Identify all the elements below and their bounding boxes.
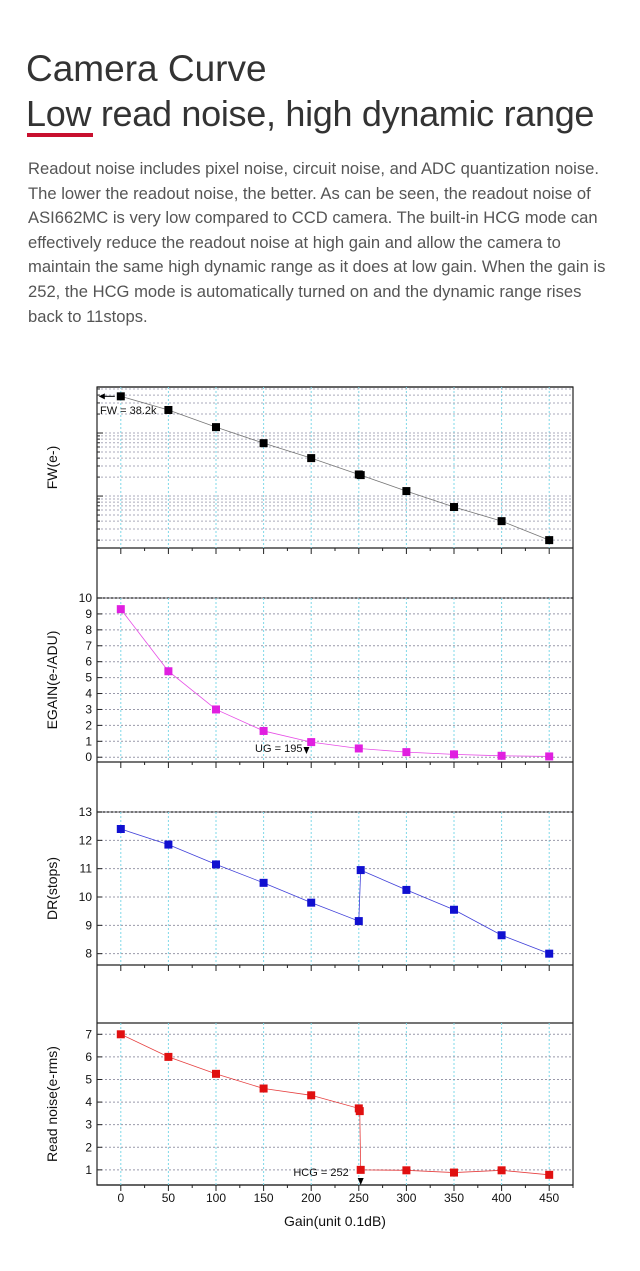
dr-data-point xyxy=(212,860,220,869)
egain-data-point xyxy=(450,750,458,759)
read-noise-ytick-label: 6 xyxy=(85,1050,92,1064)
egain-data-point xyxy=(402,748,411,757)
read-noise-data-point xyxy=(116,1030,125,1039)
egain-ytick-label: 0 xyxy=(85,750,92,764)
dr-ytick-label: 9 xyxy=(85,918,92,932)
egain-data-point xyxy=(307,738,316,747)
dr-data-point xyxy=(259,878,268,887)
xtick-label: 350 xyxy=(444,1191,464,1205)
egain-data-point xyxy=(497,751,506,760)
dr-data-point xyxy=(402,885,411,894)
read-noise-ylabel: Read noise(e-rms) xyxy=(44,1046,60,1162)
chart-frame xyxy=(96,386,574,1186)
read-noise-data-point xyxy=(307,1091,316,1100)
fw-data-point xyxy=(259,439,268,448)
fw-data-point xyxy=(545,536,554,545)
egain-ytick-label: 3 xyxy=(85,702,92,716)
egain-ytick-label: 1 xyxy=(85,734,92,748)
dr-ytick-label: 12 xyxy=(79,833,93,847)
dr-data-point xyxy=(164,840,173,849)
read-noise-data-point xyxy=(259,1084,268,1093)
egain-data-point xyxy=(116,605,125,614)
fw-data-point xyxy=(116,392,125,401)
read-noise-ytick-label: 1 xyxy=(85,1163,92,1177)
xtick-label: 0 xyxy=(117,1191,124,1205)
fw-data-point xyxy=(497,517,506,526)
fw-data-point xyxy=(212,423,220,432)
dr-data-point xyxy=(450,905,458,914)
read-noise-data-point xyxy=(497,1166,506,1175)
egain-ytick-label: 7 xyxy=(85,639,92,653)
dr-ytick-label: 8 xyxy=(85,947,92,961)
read-noise-data-point xyxy=(212,1069,220,1078)
fw-annotation: FW = 38.2k xyxy=(100,405,157,417)
egain-data-point xyxy=(164,667,173,676)
xtick-label: 250 xyxy=(349,1191,369,1205)
dr-ytick-label: 11 xyxy=(80,862,93,876)
dr-ylabel: DR(stops) xyxy=(44,857,60,920)
egain-ytick-label: 6 xyxy=(85,655,92,669)
fw-data-point xyxy=(307,454,316,463)
xtick-label: 450 xyxy=(539,1191,559,1205)
fw-data-point xyxy=(450,503,458,512)
read-noise-series-line xyxy=(120,1033,550,1176)
read-noise-ytick-label: 5 xyxy=(85,1072,92,1086)
dr-ytick-label: 10 xyxy=(79,890,93,904)
egain-data-point xyxy=(259,726,268,735)
dr-data-point xyxy=(307,898,316,907)
dr-series-line xyxy=(120,828,550,955)
fw-data-point xyxy=(164,405,173,414)
egain-data-point xyxy=(545,752,554,761)
read-noise-data-point xyxy=(355,1107,364,1116)
egain-ytick-label: 9 xyxy=(85,607,92,621)
read-noise-data-point xyxy=(402,1166,411,1175)
egain-data-point xyxy=(354,744,363,753)
hcg-annotation: HCG = 252 xyxy=(293,1167,348,1179)
ug-annotation: UG = 195 xyxy=(255,743,302,755)
fw-ylabel: FW(e-) xyxy=(44,446,60,490)
xtick-label: 200 xyxy=(301,1191,321,1205)
egain-ytick-label: 5 xyxy=(85,671,92,685)
read-noise-data-point xyxy=(164,1052,173,1061)
read-noise-ytick-label: 4 xyxy=(85,1095,92,1109)
dr-data-point xyxy=(545,949,554,958)
egain-ytick-label: 10 xyxy=(79,591,93,605)
read-noise-ytick-label: 7 xyxy=(85,1027,92,1041)
fw-data-point xyxy=(356,471,365,480)
xtick-label: 150 xyxy=(254,1191,274,1205)
read-noise-ytick-label: 2 xyxy=(85,1140,92,1154)
fw-arrow-head xyxy=(98,393,105,400)
xtick-label: 300 xyxy=(396,1191,416,1205)
title-accent-underline xyxy=(27,133,93,137)
dr-data-point xyxy=(356,866,365,875)
ug-arrow xyxy=(303,747,310,754)
page-subtitle: Low read noise, high dynamic range xyxy=(26,93,595,134)
xtick-label: 400 xyxy=(492,1191,512,1205)
egain-ylabel: EGAIN(e-/ADU) xyxy=(44,631,60,730)
egain-ytick-label: 4 xyxy=(85,687,92,701)
xtick-label: 50 xyxy=(162,1191,176,1205)
page-title: Camera Curve xyxy=(26,48,267,89)
egain-series-line xyxy=(120,608,550,757)
read-noise-data-point xyxy=(450,1168,458,1177)
egain-ytick-label: 2 xyxy=(85,718,92,732)
dr-ytick-label: 13 xyxy=(79,805,93,819)
xtick-label: 100 xyxy=(206,1191,226,1205)
hcg-arrow xyxy=(357,1178,364,1185)
egain-data-point xyxy=(212,705,220,714)
x-axis-label: Gain(unit 0.1dB) xyxy=(284,1213,386,1229)
description: Readout noise includes pixel noise, circ… xyxy=(28,159,606,326)
read-noise-ytick-label: 3 xyxy=(85,1118,92,1132)
dr-data-point xyxy=(116,825,125,833)
egain-ytick-label: 8 xyxy=(85,623,92,637)
dr-data-point xyxy=(497,931,506,940)
read-noise-data-point xyxy=(356,1165,365,1174)
fw-data-point xyxy=(402,487,411,496)
read-noise-data-point xyxy=(545,1170,554,1179)
dr-data-point xyxy=(354,917,363,926)
fw-series-line xyxy=(120,395,550,541)
